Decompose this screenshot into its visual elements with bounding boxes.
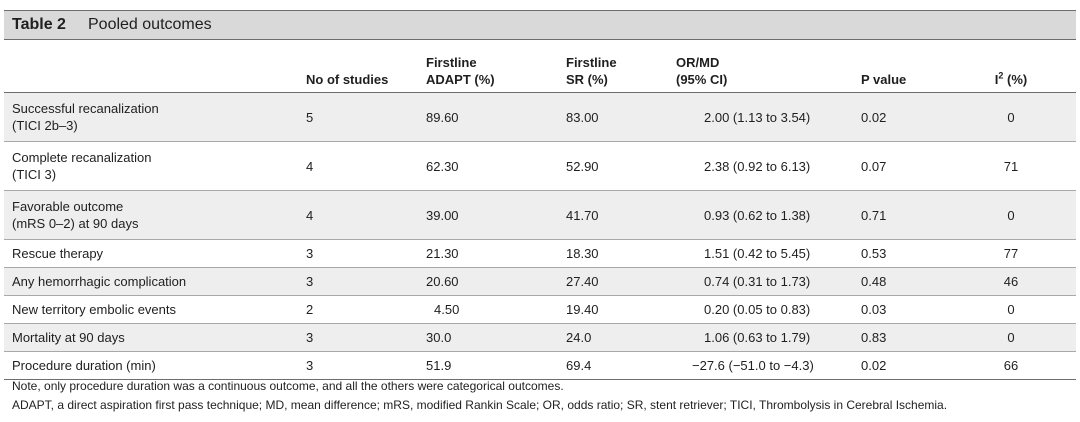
- studies-cell: 5: [306, 92, 426, 142]
- table-row: Any hemorrhagic complication 3 20.60 27.…: [4, 267, 1076, 296]
- ormd-cell: 2.00 (1.13 to 3.54): [676, 92, 861, 142]
- adapt-cell: 89.60: [426, 92, 566, 142]
- p-value-cell: 0.02: [861, 92, 946, 142]
- i2-cell: 66: [1003, 358, 1019, 373]
- ormd-cell: 2.38 (0.92 to 6.13): [704, 158, 811, 174]
- header-ormd: OR/MD (95% CI): [676, 44, 861, 93]
- adapt-cell: 21.30: [426, 246, 459, 261]
- ormd-cell: −27.6 (−51.0 to −4.3): [692, 358, 814, 373]
- p-value-cell: 0.53: [861, 246, 887, 261]
- footnote-note: Note, only procedure duration was a cont…: [12, 379, 564, 393]
- sr-cell: 83.00: [566, 92, 676, 142]
- studies-cell: 3: [306, 267, 426, 296]
- ormd-cell: 1.51 (0.42 to 5.45): [704, 246, 811, 261]
- outcome-cell: Rescue therapy: [12, 246, 104, 261]
- outcome-cell: Favorable outcome (mRS 0–2) at 90 days: [4, 190, 306, 240]
- sr-cell: 27.40: [566, 267, 676, 296]
- table-row: Favorable outcome (mRS 0–2) at 90 days 4 …: [4, 190, 1076, 240]
- header-row: No of studies Firstline ADAPT (%) Firstli…: [4, 44, 1076, 93]
- outcome-cell: Procedure duration (min): [12, 358, 156, 373]
- table-title: Pooled outcomes: [88, 16, 212, 33]
- header-studies: No of studies: [306, 44, 426, 93]
- sr-cell: 52.90: [566, 158, 599, 174]
- adapt-cell: 39.00: [426, 190, 566, 240]
- adapt-cell: 20.60: [426, 267, 566, 296]
- p-value-cell: 0.02: [861, 358, 887, 373]
- i2-cell: 0: [946, 190, 1076, 240]
- i2-cell: 77: [1003, 246, 1019, 261]
- p-value-cell: 0.03: [861, 302, 887, 317]
- outcome-cell: Successful recanalization (TICI 2b–3): [4, 92, 306, 142]
- header-adapt: Firstline ADAPT (%): [426, 44, 566, 93]
- ormd-cell: 0.20 (0.05 to 0.83): [704, 302, 811, 317]
- p-value-cell: 0.83: [861, 323, 946, 352]
- p-value-cell: 0.71: [861, 190, 946, 240]
- header-i2: I2 (%): [946, 44, 1076, 93]
- table-caption: Table 2 Pooled outcomes: [4, 10, 1076, 40]
- studies-cell: 4: [306, 190, 426, 240]
- sr-cell: 18.30: [566, 246, 599, 261]
- ormd-cell: 1.06 (0.63 to 1.79): [676, 323, 861, 352]
- table-header: No of studies Firstline ADAPT (%) Firstli…: [4, 44, 1076, 93]
- table-row: Complete recanalization (TICI 3) 4 62.30 …: [4, 142, 1076, 191]
- i2-cell: 46: [946, 267, 1076, 296]
- header-p-value: P value: [861, 44, 946, 93]
- p-value-cell: 0.07: [861, 158, 887, 174]
- adapt-cell: 51.9: [426, 358, 452, 373]
- outcome-cell: Complete recanalization (TICI 3): [12, 150, 152, 182]
- table-row: Mortality at 90 days 3 30.0 24.0 1.06 (0…: [4, 323, 1076, 352]
- table-row: New territory embolic events 2 4.50 19.4…: [4, 296, 1076, 324]
- ormd-cell: 0.74 (0.31 to 1.73): [676, 267, 861, 296]
- studies-cell: 3: [306, 358, 314, 373]
- sr-cell: 24.0: [566, 323, 676, 352]
- adapt-cell: 30.0: [426, 323, 566, 352]
- p-value-cell: 0.48: [861, 267, 946, 296]
- table-body: Successful recanalization (TICI 2b–3) 5 8…: [4, 92, 1076, 380]
- sr-cell: 19.40: [566, 302, 599, 317]
- adapt-cell: 4.50: [434, 302, 460, 317]
- table-row: Procedure duration (min) 3 51.9 69.4 −27…: [4, 352, 1076, 380]
- footnote-abbreviations: ADAPT, a direct aspiration first pass te…: [12, 398, 948, 412]
- ormd-cell: 0.93 (0.62 to 1.38): [676, 190, 861, 240]
- studies-cell: 4: [306, 158, 314, 174]
- studies-cell: 3: [306, 246, 314, 261]
- sr-cell: 41.70: [566, 190, 676, 240]
- table-number: Table 2: [12, 16, 66, 33]
- studies-cell: 2: [306, 302, 314, 317]
- outcome-cell: Any hemorrhagic complication: [4, 267, 306, 296]
- i2-cell: 0: [946, 323, 1076, 352]
- i2-cell: 0: [1007, 302, 1015, 317]
- table-row: Rescue therapy 3 21.30 18.30 1.51 (0.42 …: [4, 240, 1076, 268]
- header-outcome: [4, 44, 306, 93]
- sr-cell: 69.4: [566, 358, 592, 373]
- i2-cell: 0: [946, 92, 1076, 142]
- table-row: Successful recanalization (TICI 2b–3) 5 8…: [4, 92, 1076, 142]
- pooled-outcomes-table: No of studies Firstline ADAPT (%) Firstli…: [4, 44, 1076, 380]
- outcome-cell: New territory embolic events: [12, 302, 176, 317]
- i2-cell: 71: [1003, 158, 1019, 174]
- studies-cell: 3: [306, 323, 426, 352]
- adapt-cell: 62.30: [426, 158, 459, 174]
- header-sr: Firstline SR (%): [566, 44, 676, 93]
- outcome-cell: Mortality at 90 days: [4, 323, 306, 352]
